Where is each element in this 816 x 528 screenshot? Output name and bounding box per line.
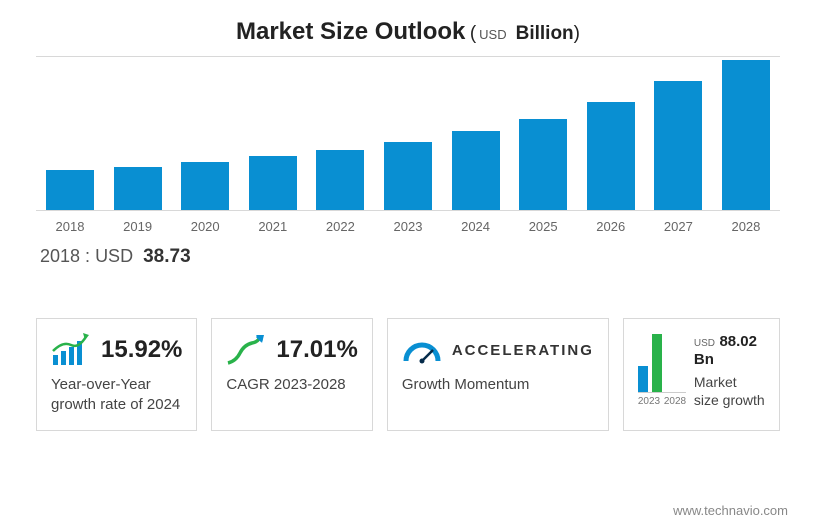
mini-xlabels: 2023 2028 — [638, 396, 686, 407]
card-growth: 2023 2028 USD 88.02 Bn Market size growth — [623, 318, 780, 431]
bar-col — [587, 102, 635, 211]
bar — [46, 170, 94, 210]
bar-col — [181, 162, 229, 210]
bar — [654, 81, 702, 210]
bar-xlabel: 2018 — [46, 219, 94, 234]
card-cagr: 17.01% CAGR 2023-2028 — [211, 318, 372, 431]
bar — [519, 119, 567, 210]
mini-xlabel: 2028 — [664, 396, 686, 407]
title-unit: Billion — [516, 23, 574, 44]
page-container: Market Size Outlook (USDBillion) 2018201… — [0, 0, 816, 441]
bar — [316, 150, 364, 210]
callout-currency: USD — [95, 246, 133, 266]
momentum-label: Growth Momentum — [402, 375, 594, 395]
bar-col — [114, 167, 162, 210]
title-main: Market Size Outlook — [236, 18, 465, 45]
bar-col — [452, 131, 500, 210]
mini-chart-wrap: 2023 2028 — [638, 333, 686, 409]
yoy-value: 15.92% — [101, 336, 182, 364]
value-callout: 2018 : USD 38.73 — [36, 246, 780, 268]
momentum-title: ACCELERATING — [452, 342, 594, 359]
cagr-label: CAGR 2023-2028 — [226, 375, 357, 395]
bar-col — [519, 119, 567, 210]
bar-xlabel: 2025 — [519, 219, 567, 234]
bar-col — [46, 170, 94, 210]
bar-chart — [36, 56, 780, 211]
bar-col — [654, 81, 702, 210]
chart-title-row: Market Size Outlook (USD Billion) — [36, 18, 780, 46]
bar-xlabel: 2027 — [654, 219, 702, 234]
callout-sep: : — [80, 246, 95, 266]
mini-bars — [638, 333, 686, 393]
title-usd: USD — [479, 27, 506, 42]
bar — [587, 102, 635, 211]
growth-label: Market size growth — [694, 373, 765, 409]
bar-chart-xlabels: 2018 2019 2020 2021 2022 2023 2024 2025 2026 2027… — [36, 211, 780, 234]
growth-usd: USD — [694, 338, 715, 349]
cards-row: 15.92% Year-over-Year growth rate of 202… — [36, 318, 780, 431]
bar-xlabel: 2022 — [316, 219, 364, 234]
mini-xlabel: 2023 — [638, 396, 660, 407]
gauge-icon — [402, 333, 442, 367]
bar — [114, 167, 162, 210]
cagr-arrow-icon — [226, 333, 266, 367]
bar-chart-bars — [36, 57, 780, 210]
title-paren-close: ) — [574, 23, 580, 44]
bar-col — [384, 142, 432, 210]
mini-bar — [652, 334, 662, 392]
bar-col — [316, 150, 364, 210]
yoy-chart-icon — [51, 333, 91, 367]
growth-info: USD 88.02 Bn Market size growth — [694, 333, 765, 409]
bar-xlabel: 2019 — [114, 219, 162, 234]
bar-col — [249, 156, 297, 210]
bar-col — [722, 60, 770, 210]
bar-xlabel: 2023 — [384, 219, 432, 234]
footer-source: www.technavio.com — [673, 503, 788, 518]
yoy-label: Year-over-Year growth rate of 2024 — [51, 375, 182, 414]
cagr-value: 17.01% — [276, 336, 357, 364]
bar — [249, 156, 297, 210]
callout-value: 38.73 — [143, 246, 191, 267]
bar-xlabel: 2028 — [722, 219, 770, 234]
bar — [384, 142, 432, 210]
bar — [181, 162, 229, 210]
bar-xlabel: 2026 — [587, 219, 635, 234]
callout-year: 2018 — [40, 246, 80, 266]
card-momentum: ACCELERATING Growth Momentum — [387, 318, 609, 431]
bar-xlabel: 2024 — [452, 219, 500, 234]
bar-xlabel: 2021 — [249, 219, 297, 234]
bar — [722, 60, 770, 210]
bar — [452, 131, 500, 210]
card-yoy: 15.92% Year-over-Year growth rate of 202… — [36, 318, 197, 431]
bar-xlabel: 2020 — [181, 219, 229, 234]
mini-bar — [638, 366, 648, 392]
title-paren-open: ( — [470, 23, 476, 44]
